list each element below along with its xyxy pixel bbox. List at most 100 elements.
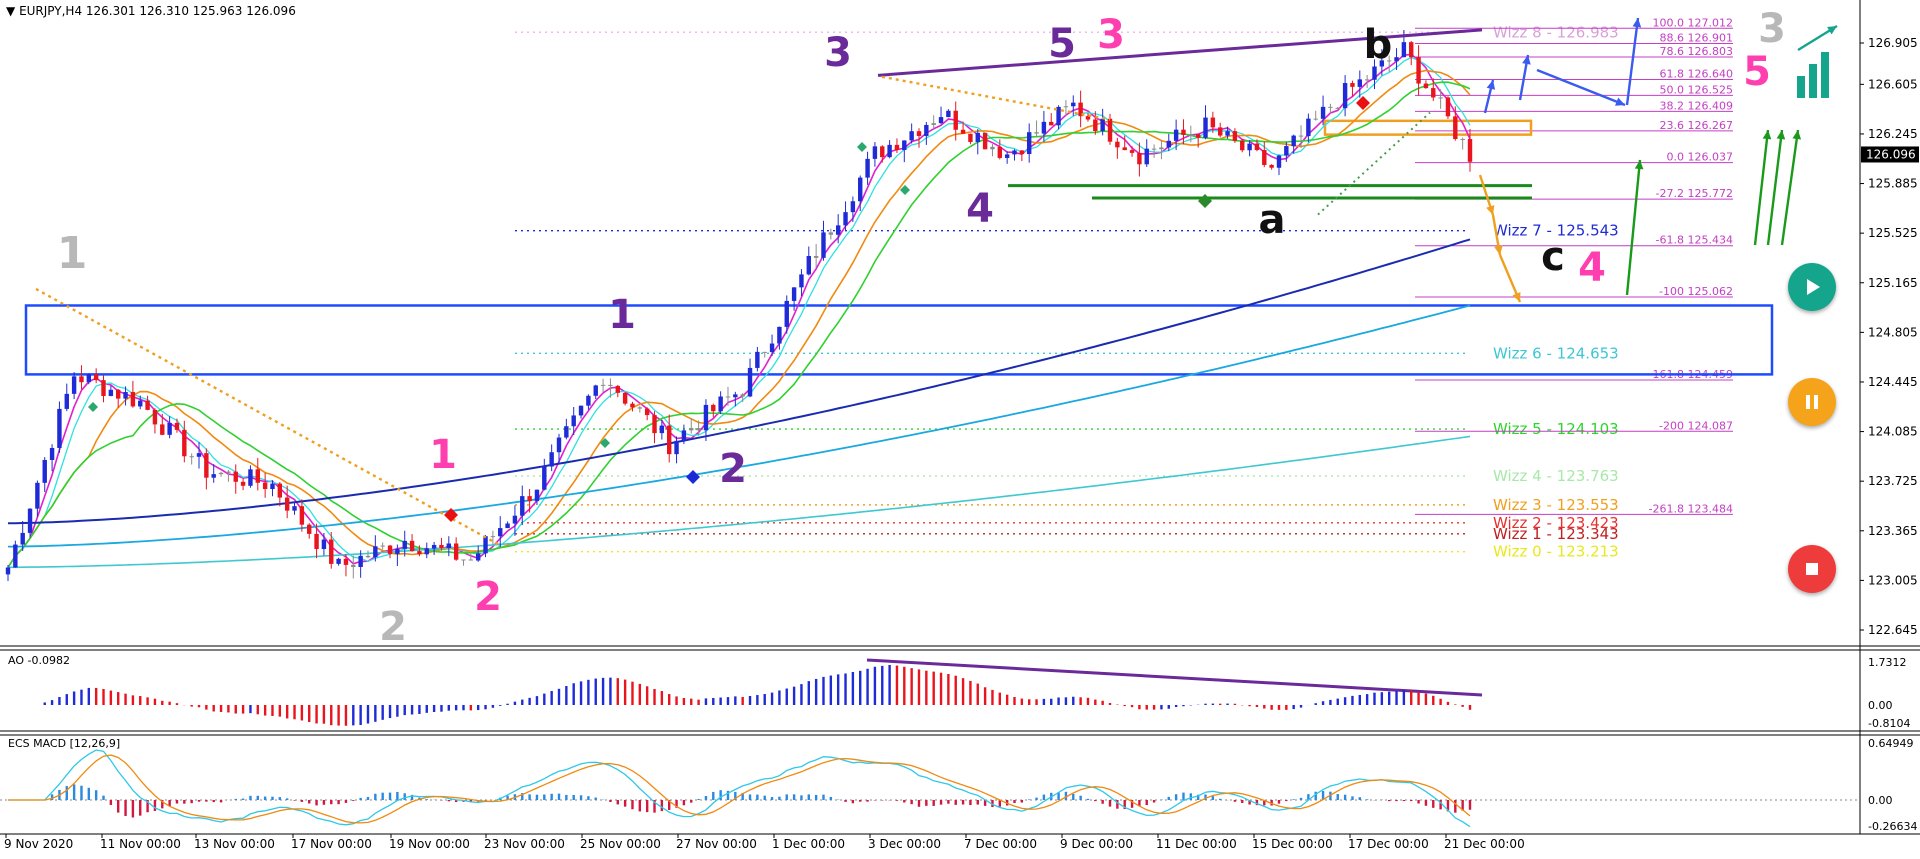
bars-icon	[1797, 76, 1805, 98]
macd-histogram-bar	[1021, 800, 1023, 803]
candle-body	[1233, 131, 1237, 141]
wizz-level-label: Wizz 0 - 123.213	[1493, 543, 1619, 561]
wizz-level-label: Wizz 5 - 124.103	[1493, 420, 1619, 438]
ao-bar	[1373, 693, 1375, 705]
ao-bar	[301, 705, 303, 720]
ao-bar	[558, 689, 560, 705]
candle-body	[1306, 119, 1310, 136]
ao-bar	[741, 697, 743, 705]
price-tick-label: 122.645	[1868, 623, 1918, 637]
stop-icon	[1801, 558, 1823, 580]
candle-body	[829, 232, 833, 234]
macd-histogram-bar	[279, 797, 281, 800]
candle-body	[865, 159, 869, 178]
candle-body	[1262, 150, 1266, 165]
candle-body	[1189, 134, 1193, 135]
candle-body	[549, 452, 553, 466]
ao-bar	[1175, 705, 1177, 707]
macd-histogram-bar	[404, 793, 406, 800]
ao-bar	[132, 695, 134, 705]
ao-bar	[205, 705, 207, 710]
ao-bar	[881, 666, 883, 705]
ao-bar	[293, 705, 295, 719]
candle-body	[586, 396, 590, 406]
stop-button[interactable]	[1788, 545, 1836, 593]
macd-histogram-bar	[95, 790, 97, 800]
ao-bar	[418, 705, 420, 714]
macd-histogram-bar	[646, 800, 648, 812]
candle-body	[175, 423, 179, 430]
candle-body	[197, 453, 201, 457]
ao-bar	[646, 686, 648, 705]
macd-histogram-bar	[815, 795, 817, 800]
ao-bar	[448, 705, 450, 711]
macd-histogram-bar	[955, 800, 957, 805]
ao-bar	[1226, 704, 1228, 705]
ao-bar	[719, 698, 721, 705]
macd-histogram-bar	[367, 797, 369, 800]
macd-histogram-bar	[866, 800, 868, 802]
candle-body	[902, 140, 906, 150]
candle-body	[1372, 66, 1376, 79]
ao-bar	[1292, 705, 1294, 709]
ao-bar	[815, 679, 817, 705]
ao-bar	[653, 689, 655, 705]
macd-histogram-bar	[359, 798, 361, 800]
macd-histogram-bar	[1432, 800, 1434, 808]
macd-histogram-bar	[80, 786, 82, 800]
play-button[interactable]	[1788, 263, 1836, 311]
fib-level-label: 88.6 126.901	[1660, 32, 1733, 45]
ao-bar	[176, 703, 178, 705]
ao-bar	[550, 691, 552, 705]
macd-tick-label: 0.64949	[1868, 737, 1914, 750]
candle-body	[219, 473, 223, 474]
macd-histogram-bar	[910, 800, 912, 804]
candle-body	[1218, 127, 1222, 135]
ao-bar	[1359, 695, 1361, 705]
macd-histogram-bar	[705, 796, 707, 800]
ao-bar	[940, 673, 942, 705]
wave-label: 2	[719, 446, 747, 492]
ao-bar	[609, 678, 611, 705]
macd-histogram-bar	[110, 800, 112, 805]
macd-histogram-bar	[1043, 795, 1045, 800]
ao-bar	[977, 684, 979, 705]
macd-histogram-bar	[1351, 796, 1353, 800]
macd-histogram-bar	[315, 800, 317, 805]
ao-bar	[756, 695, 758, 705]
pause-button[interactable]	[1788, 378, 1836, 426]
ao-bar	[235, 705, 237, 714]
candle-body	[1027, 132, 1031, 154]
ao-bar	[44, 702, 46, 705]
macd-histogram-bar	[271, 797, 273, 800]
candle-body	[1159, 147, 1163, 149]
candle-body	[498, 528, 502, 536]
candle-body	[1409, 42, 1413, 57]
macd-histogram-bar	[749, 794, 751, 800]
candle-body	[1167, 141, 1171, 148]
macd-histogram-bar	[962, 800, 964, 805]
dropdown-triangle-icon[interactable]: ▼	[6, 4, 15, 18]
candle-body	[1130, 150, 1134, 153]
macd-histogram-bar	[1013, 800, 1015, 803]
macd-histogram-bar	[1366, 799, 1368, 800]
ao-bar	[66, 694, 68, 705]
macd-histogram-bar	[1101, 800, 1103, 804]
candle-body	[145, 401, 149, 410]
ao-bar	[565, 686, 567, 705]
ao-bar	[984, 687, 986, 705]
ao-bar	[1094, 700, 1096, 705]
macd-histogram-bar	[1292, 799, 1294, 800]
fib-level-label: 0.0 126.037	[1667, 151, 1733, 164]
ao-bar	[932, 672, 934, 705]
candle-body	[895, 145, 899, 150]
ao-bar	[95, 688, 97, 705]
macd-histogram-bar	[198, 800, 200, 802]
ao-bar	[161, 701, 163, 705]
candle-body	[704, 405, 708, 430]
macd-histogram-bar	[683, 800, 685, 805]
macd-histogram-bar	[536, 795, 538, 800]
ao-bar	[661, 691, 663, 705]
macd-histogram-bar	[1028, 799, 1030, 800]
ao-bar	[1079, 697, 1081, 705]
